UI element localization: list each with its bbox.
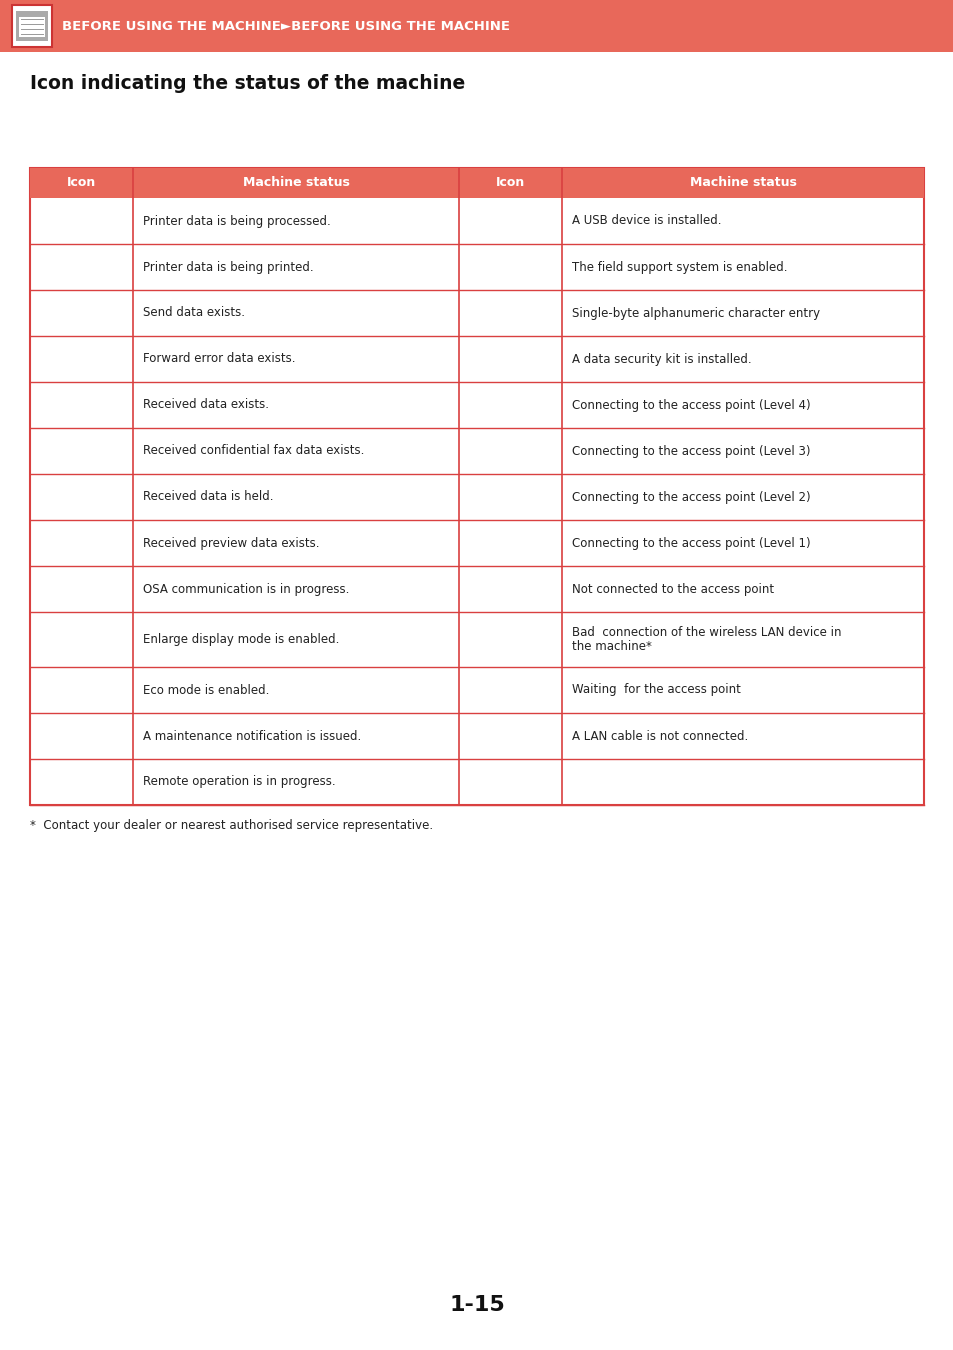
Text: Received preview data exists.: Received preview data exists. (143, 536, 319, 549)
Text: Waiting  for the access point: Waiting for the access point (572, 683, 740, 697)
Text: *  Contact your dealer or nearest authorised service representative.: * Contact your dealer or nearest authori… (30, 819, 433, 832)
Text: Icon: Icon (67, 177, 96, 189)
Text: Connecting to the access point (Level 2): Connecting to the access point (Level 2) (572, 490, 810, 504)
Text: A LAN cable is not connected.: A LAN cable is not connected. (572, 729, 747, 742)
Text: Icon indicating the status of the machine: Icon indicating the status of the machin… (30, 74, 465, 93)
Bar (12, 5, 52, 47)
Text: Printer data is being processed.: Printer data is being processed. (143, 215, 330, 228)
Text: Printer data is being printed.: Printer data is being printed. (143, 261, 314, 274)
Text: Single-byte alphanumeric character entry: Single-byte alphanumeric character entry (572, 306, 820, 320)
Text: Not connected to the access point: Not connected to the access point (572, 582, 773, 595)
Text: Send data exists.: Send data exists. (143, 306, 245, 320)
Text: A data security kit is installed.: A data security kit is installed. (572, 352, 751, 366)
Text: 1-15: 1-15 (449, 1295, 504, 1315)
Text: OSA communication is in progress.: OSA communication is in progress. (143, 582, 349, 595)
Text: Remote operation is in progress.: Remote operation is in progress. (143, 775, 335, 788)
Text: Forward error data exists.: Forward error data exists. (143, 352, 295, 366)
Text: Bad  connection of the wireless LAN device in
the machine*: Bad connection of the wireless LAN devic… (572, 625, 841, 653)
Text: Icon: Icon (496, 177, 524, 189)
Bar (30, 167, 923, 198)
Text: Connecting to the access point (Level 3): Connecting to the access point (Level 3) (572, 444, 810, 458)
Text: Machine status: Machine status (689, 177, 796, 189)
Bar (16, 11, 48, 40)
Bar (19, 18, 45, 36)
Bar (30, 167, 923, 805)
Text: BEFORE USING THE MACHINE►BEFORE USING THE MACHINE: BEFORE USING THE MACHINE►BEFORE USING TH… (62, 19, 510, 32)
Text: Connecting to the access point (Level 4): Connecting to the access point (Level 4) (572, 398, 810, 412)
Text: The field support system is enabled.: The field support system is enabled. (572, 261, 786, 274)
Text: Received data exists.: Received data exists. (143, 398, 269, 412)
Text: Eco mode is enabled.: Eco mode is enabled. (143, 683, 269, 697)
Bar (0, 0, 953, 53)
Text: A USB device is installed.: A USB device is installed. (572, 215, 720, 228)
Text: Machine status: Machine status (242, 177, 349, 189)
Text: Enlarge display mode is enabled.: Enlarge display mode is enabled. (143, 633, 339, 647)
Text: Connecting to the access point (Level 1): Connecting to the access point (Level 1) (572, 536, 810, 549)
Text: A maintenance notification is issued.: A maintenance notification is issued. (143, 729, 360, 742)
Text: Received confidential fax data exists.: Received confidential fax data exists. (143, 444, 364, 458)
Text: Received data is held.: Received data is held. (143, 490, 273, 504)
